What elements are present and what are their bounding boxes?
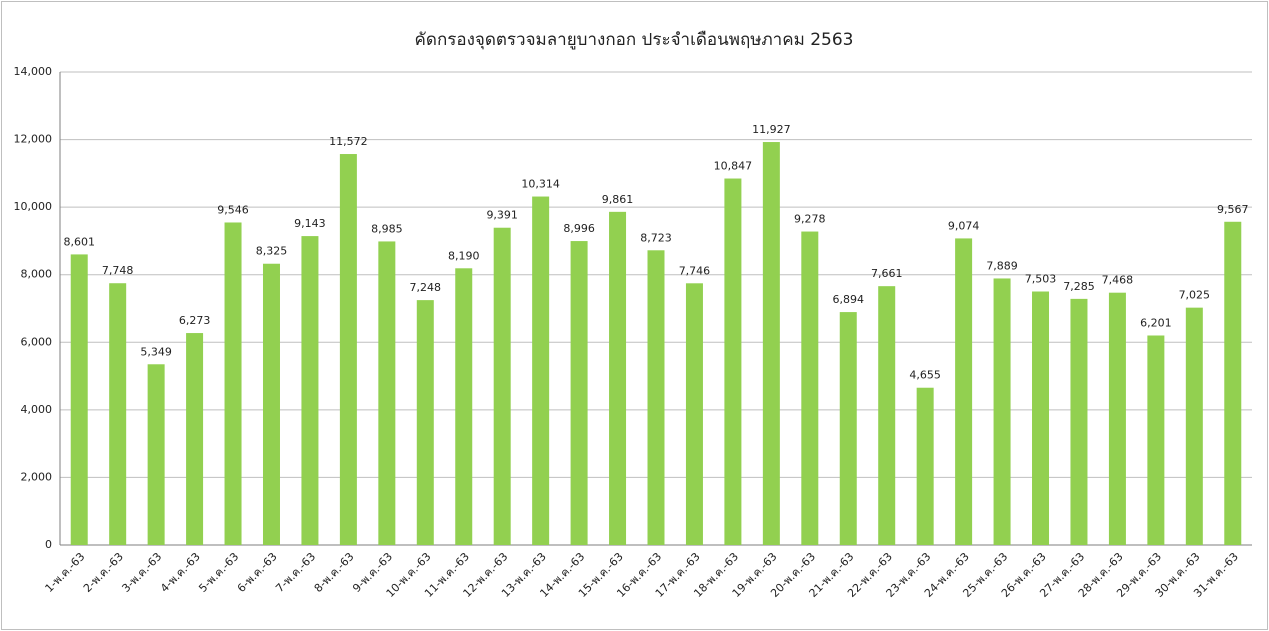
bar (109, 283, 127, 545)
bar (262, 263, 280, 545)
value-label: 7,025 (1179, 289, 1211, 302)
bar (878, 286, 896, 545)
bar (1108, 292, 1126, 545)
bar (1185, 307, 1203, 545)
value-label: 9,278 (794, 213, 826, 226)
value-label: 5,349 (140, 345, 172, 358)
value-label: 7,661 (871, 267, 903, 280)
value-label: 11,927 (752, 123, 791, 136)
y-tick-label: 10,000 (14, 200, 53, 213)
value-label: 8,996 (563, 222, 595, 235)
bar (647, 250, 665, 545)
y-tick-label: 4,000 (21, 403, 53, 416)
y-tick-label: 6,000 (21, 335, 53, 348)
value-label: 8,985 (371, 222, 403, 235)
y-tick-label: 12,000 (14, 133, 53, 146)
bar (724, 178, 742, 545)
bar (762, 142, 780, 545)
value-label: 10,847 (714, 160, 753, 173)
bar (301, 236, 319, 545)
bar (455, 268, 473, 545)
value-label: 7,746 (679, 264, 711, 277)
value-label: 9,546 (217, 203, 249, 216)
value-label: 11,572 (329, 135, 368, 148)
value-label: 9,391 (486, 209, 518, 222)
value-label: 7,889 (986, 259, 1018, 272)
bar (609, 211, 627, 546)
value-label: 6,894 (833, 293, 865, 306)
bar (147, 364, 165, 545)
bar (801, 231, 819, 546)
value-label: 10,314 (521, 178, 560, 191)
value-label: 8,325 (256, 245, 288, 258)
bar (839, 312, 857, 545)
bar (1147, 335, 1165, 545)
y-tick-label: 2,000 (21, 470, 53, 483)
value-label: 4,655 (909, 369, 941, 382)
bar (339, 154, 357, 545)
bar (955, 238, 973, 546)
bar (493, 227, 511, 545)
value-label: 7,503 (1025, 273, 1057, 286)
value-label: 8,190 (448, 249, 480, 262)
bar (570, 241, 588, 545)
bar (532, 196, 550, 545)
bar (1070, 298, 1088, 545)
chart-title: คัดกรองจุดตรวจมลายูบางกอก ประจำเดือนพฤษภ… (415, 30, 854, 50)
y-tick-label: 0 (45, 538, 52, 551)
y-tick-label: 8,000 (21, 268, 53, 281)
value-label: 9,074 (948, 219, 980, 232)
bar (378, 241, 396, 545)
bar (916, 387, 934, 545)
bar (416, 300, 434, 545)
bar (993, 278, 1011, 545)
bar (1224, 221, 1242, 545)
value-label: 6,201 (1140, 316, 1172, 329)
value-label: 7,285 (1063, 280, 1095, 293)
value-label: 9,143 (294, 217, 326, 230)
bar (186, 333, 204, 545)
value-label: 7,748 (102, 264, 134, 277)
value-label: 9,567 (1217, 203, 1249, 216)
bar (1032, 291, 1050, 545)
bar (70, 254, 88, 546)
value-label: 6,273 (179, 314, 211, 327)
bar (685, 283, 703, 545)
value-label: 7,468 (1102, 274, 1134, 287)
value-label: 7,248 (410, 281, 442, 294)
value-label: 9,861 (602, 193, 634, 206)
y-tick-label: 14,000 (14, 65, 53, 78)
value-label: 8,601 (63, 235, 95, 248)
bar (224, 222, 242, 545)
value-label: 8,723 (640, 231, 672, 244)
